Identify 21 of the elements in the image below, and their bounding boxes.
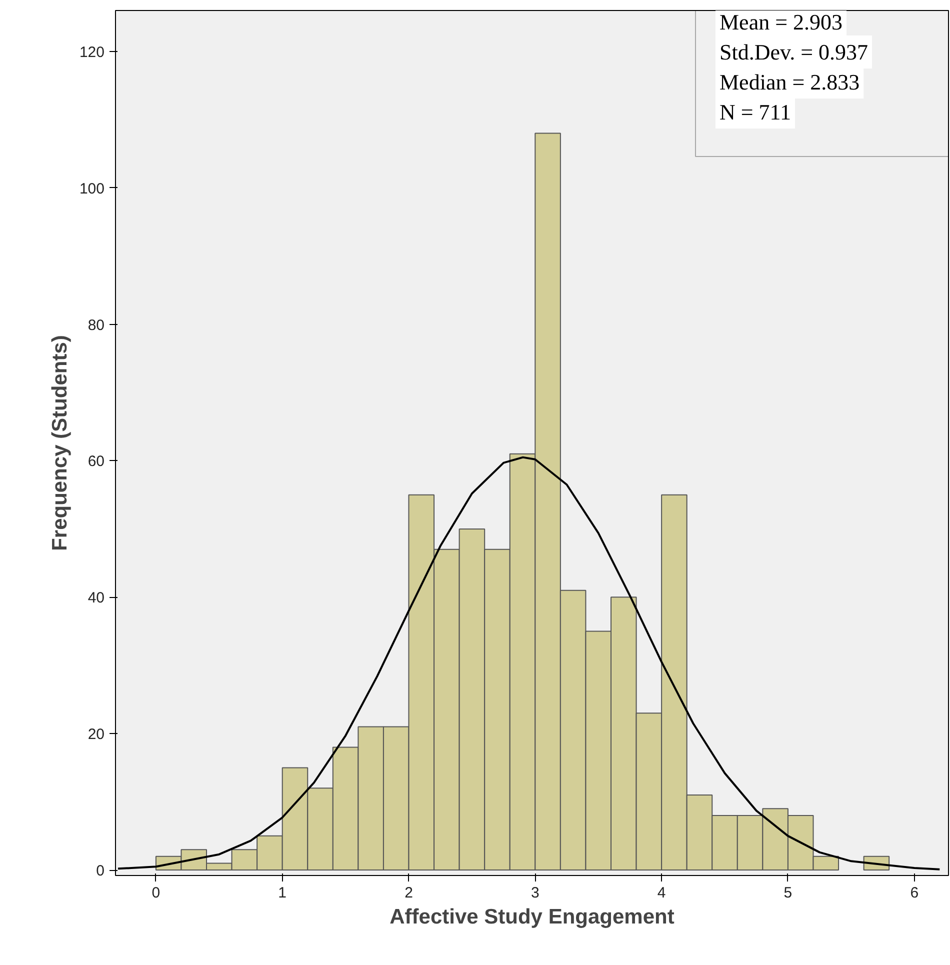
x-tick-label: 2 [404, 884, 413, 902]
y-tick-label: 80 [88, 316, 105, 334]
y-axis-title: Frequency (Students) [48, 335, 72, 551]
annotation: Mean = 2.903 [720, 10, 842, 34]
y-tick-label: 100 [79, 180, 105, 198]
annotation: N = 711 [720, 100, 791, 124]
x-tick-label: 3 [530, 884, 540, 902]
x-tick-label: 1 [278, 884, 287, 902]
y-tick-label: 0 [96, 862, 104, 880]
y-tick-label: 40 [88, 590, 105, 607]
y-tick-label: 120 [79, 44, 105, 61]
x-tick-label: 4 [657, 884, 666, 902]
annotation: Std.Dev. = 0.937 [720, 40, 868, 64]
x-tick-label: 0 [152, 884, 160, 902]
y-tick-label: 60 [88, 453, 105, 470]
y-tick-label: 20 [88, 726, 105, 744]
annotation: Median = 2.833 [720, 70, 860, 94]
line-series [117, 456, 941, 870]
x-axis-title: Affective Study Engagement [390, 906, 674, 928]
x-tick-label: 6 [910, 884, 919, 902]
x-tick-label: 5 [784, 884, 792, 902]
